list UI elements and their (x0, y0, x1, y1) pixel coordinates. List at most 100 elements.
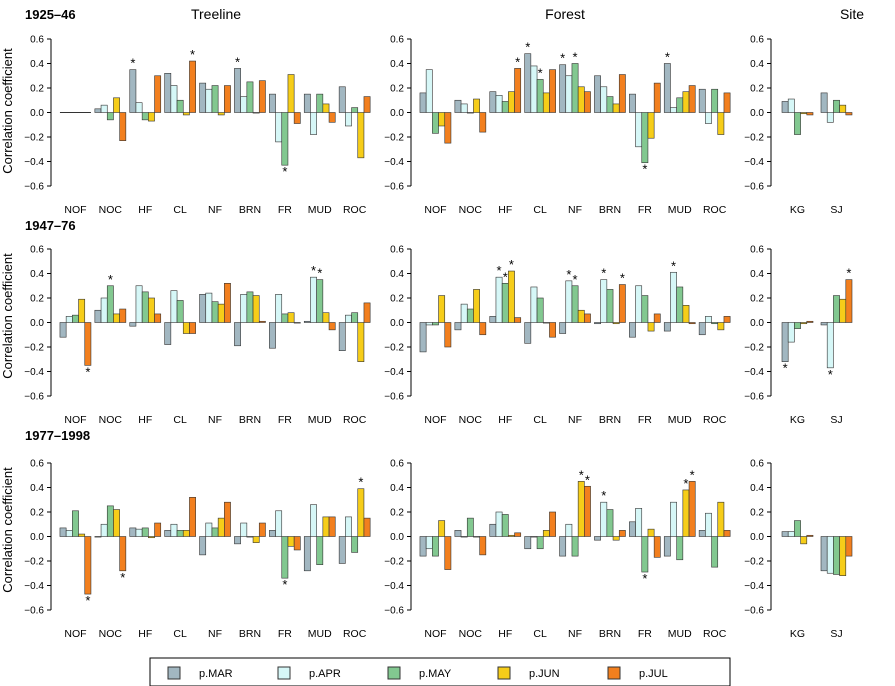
y-tick-label: 0.4 (390, 59, 404, 70)
bar-fr-p-jun (647, 322, 655, 332)
bar-hf-p-may (141, 291, 149, 323)
bar-noc-p-apr (100, 104, 108, 113)
bar-cl-p-mar (524, 53, 532, 113)
bar-brn-p-mar (234, 68, 241, 113)
bar-hf-p-jun (508, 534, 515, 537)
bar-noc-p-mar (94, 309, 102, 323)
x-tick-label-cl: CL (533, 628, 547, 640)
bar-kg-p-may (794, 112, 801, 135)
x-tick-label-fr: FR (638, 414, 652, 426)
bar-nof-p-jul (444, 322, 452, 348)
x-tick-label-kg: KG (790, 204, 805, 216)
significance-star: * (120, 570, 125, 585)
bar-hf-p-jun (148, 112, 155, 122)
significance-star: * (560, 51, 565, 66)
bar-brn-p-apr (240, 294, 248, 323)
bar-nf-p-may (571, 63, 579, 113)
bar-roc-p-may (711, 88, 719, 113)
y-tick-label: −0.6 (384, 182, 404, 193)
bar-sj-p-may (833, 99, 840, 113)
bar-kg-p-apr (787, 322, 795, 343)
bar-mud-p-apr (310, 276, 317, 323)
bar-cl-p-jul (549, 322, 556, 338)
bar-noc-p-may (106, 112, 114, 121)
bar-noc-p-apr (100, 297, 108, 323)
legend-label-jun: p.JUN (529, 668, 560, 680)
bar-hf-p-may (141, 112, 149, 121)
bar-nof-p-jul (444, 112, 452, 144)
bar-roc-p-mar (338, 322, 346, 351)
bar-roc-p-apr (345, 112, 352, 127)
x-tick-label-cl: CL (173, 204, 187, 216)
x-tick-label-brn: BRN (599, 414, 621, 426)
y-tick-label: −0.4 (384, 367, 404, 378)
bar-brn-p-apr (240, 522, 248, 537)
y-tick-label: −0.4 (24, 367, 44, 378)
bar-hf-p-jun (148, 536, 155, 539)
y-tick-label: 0.0 (30, 108, 44, 119)
bar-nof-p-mar (59, 322, 67, 338)
bar-mud-p-jul (328, 112, 336, 123)
significance-star: * (665, 50, 670, 65)
y-tick-label: 0.4 (390, 483, 404, 494)
y-tick-label: 0.2 (30, 84, 44, 95)
x-tick-label-nf: NF (208, 414, 222, 426)
y-tick-label: −0.6 (744, 182, 764, 193)
bar-nf-p-jul (584, 313, 591, 323)
bar-fr-p-may (641, 112, 649, 164)
bar-nf-p-mar (199, 536, 207, 556)
bar-nf-p-may (571, 285, 579, 323)
bar-fr-p-may (641, 536, 649, 573)
significance-star: * (282, 577, 287, 592)
bar-roc-p-may (351, 536, 359, 553)
bar-noc-p-apr (460, 303, 468, 323)
bar-nof-p-jun (438, 520, 446, 537)
panel-r1-c1: 0.6 0.4 0.2 0.0 −0.2 −0.4 −0.6 NOF NOC HF CL NF BRN F… (24, 35, 371, 216)
bar-roc-p-jun (357, 322, 365, 363)
bar-sj-p-may (833, 536, 840, 575)
bar-hf-p-jul (154, 522, 162, 537)
significance-star: * (828, 367, 833, 382)
x-tick-label-cl: CL (533, 204, 547, 216)
x-tick-label-noc: NOC (99, 628, 123, 640)
bar-noc-p-mar (94, 108, 102, 113)
bar-hf-p-may (501, 101, 509, 113)
bar-brn-p-apr (600, 279, 608, 323)
x-tick-label-nf: NF (568, 628, 582, 640)
bar-hf-p-jun (148, 297, 155, 323)
x-tick-label-mud: MUD (668, 414, 692, 426)
bar-roc-p-jun (357, 112, 365, 159)
bar-sj-p-jun (839, 536, 847, 577)
y-tick-label: 0.6 (750, 459, 764, 470)
x-tick-label-fr: FR (278, 628, 292, 640)
significance-star: * (85, 593, 90, 608)
x-tick-label-roc: ROC (703, 204, 727, 216)
significance-star: * (130, 56, 135, 71)
bar-fr-p-mar (269, 322, 276, 349)
bar-sj-p-apr (826, 322, 834, 369)
bar-nf-p-may (211, 301, 219, 323)
y-tick-label: −0.4 (384, 581, 404, 592)
significance-star: * (601, 266, 606, 281)
bar-noc-p-jun (473, 98, 480, 113)
bar-brn-p-jul (258, 320, 266, 323)
bar-brn-p-may (606, 289, 614, 323)
significance-star: * (311, 263, 316, 278)
significance-star: * (620, 271, 625, 286)
significance-star: * (683, 476, 688, 491)
bar-roc-p-apr (345, 516, 352, 537)
x-tick-label-fr: FR (638, 204, 652, 216)
y-tick-label: 0.2 (390, 508, 404, 519)
bar-fr-p-apr (635, 285, 643, 323)
x-tick-label-nf: NF (568, 204, 582, 216)
significance-star: * (846, 266, 851, 281)
bar-nf-p-jun (577, 309, 585, 323)
significance-star: * (503, 269, 508, 284)
x-tick-label-noc: NOC (459, 414, 483, 426)
bar-fr-p-apr (635, 112, 643, 148)
y-axis-title-row-1: Correlation coefficient (0, 48, 15, 174)
y-tick-label: −0.2 (744, 343, 764, 354)
bar-roc-p-apr (705, 112, 712, 124)
bar-brn-p-may (606, 96, 614, 113)
y-tick-label: 0.4 (30, 483, 44, 494)
